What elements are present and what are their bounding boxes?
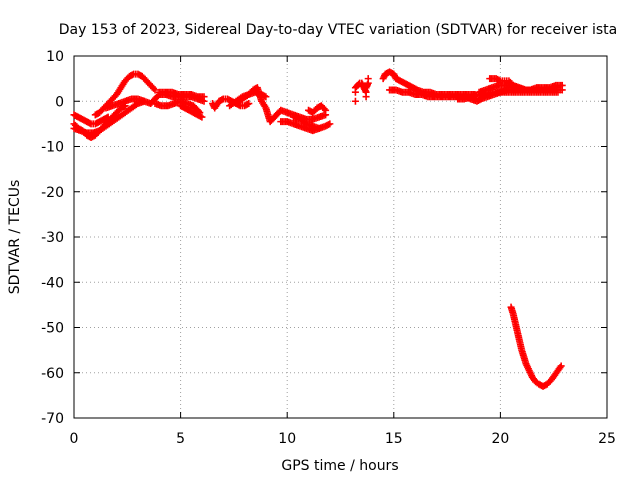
- data-point: [151, 86, 159, 94]
- data-point: [558, 81, 566, 89]
- data-point: [326, 120, 334, 128]
- data-point: [556, 363, 564, 371]
- data-point: [554, 88, 562, 96]
- x-tick-label: 5: [176, 431, 185, 447]
- x-tick-label: 20: [491, 431, 509, 447]
- y-tick-label: -70: [41, 411, 64, 427]
- data-point: [315, 124, 323, 132]
- y-tick-label: -60: [41, 366, 64, 382]
- x-tick-label: 10: [278, 431, 296, 447]
- y-tick-label: -30: [41, 230, 64, 246]
- x-tick-label: 0: [70, 431, 79, 447]
- y-tick-label: -40: [41, 275, 64, 291]
- data-point: [351, 97, 359, 105]
- data-point: [364, 75, 372, 83]
- data-points: [70, 68, 566, 390]
- data-point: [198, 113, 206, 121]
- y-tick-label: 0: [55, 94, 64, 110]
- axis-ticks: 0 5 10 15 20 25 -70 -60 -50 -40 -30 -20 -10 0 10: [41, 49, 616, 447]
- y-tick-label: 10: [46, 49, 64, 65]
- y-tick-label: -10: [41, 140, 64, 156]
- x-tick-label: 25: [598, 431, 616, 447]
- grid: [74, 56, 607, 418]
- x-tick-label: 15: [385, 431, 403, 447]
- x-axis-label: GPS time / hours: [281, 458, 398, 474]
- y-tick-label: -20: [41, 185, 64, 201]
- data-point: [262, 93, 270, 101]
- chart-title: Day 153 of 2023, Sidereal Day-to-day VTE…: [59, 22, 617, 38]
- data-point: [245, 100, 253, 108]
- y-tick-label: -50: [41, 321, 64, 337]
- data-point: [320, 105, 328, 113]
- data-point: [557, 362, 565, 370]
- data-point: [150, 84, 158, 92]
- data-point: [322, 106, 330, 114]
- data-point: [200, 93, 208, 101]
- y-axis-label: SDTVAR / TECUs: [7, 180, 23, 295]
- data-point: [362, 93, 370, 101]
